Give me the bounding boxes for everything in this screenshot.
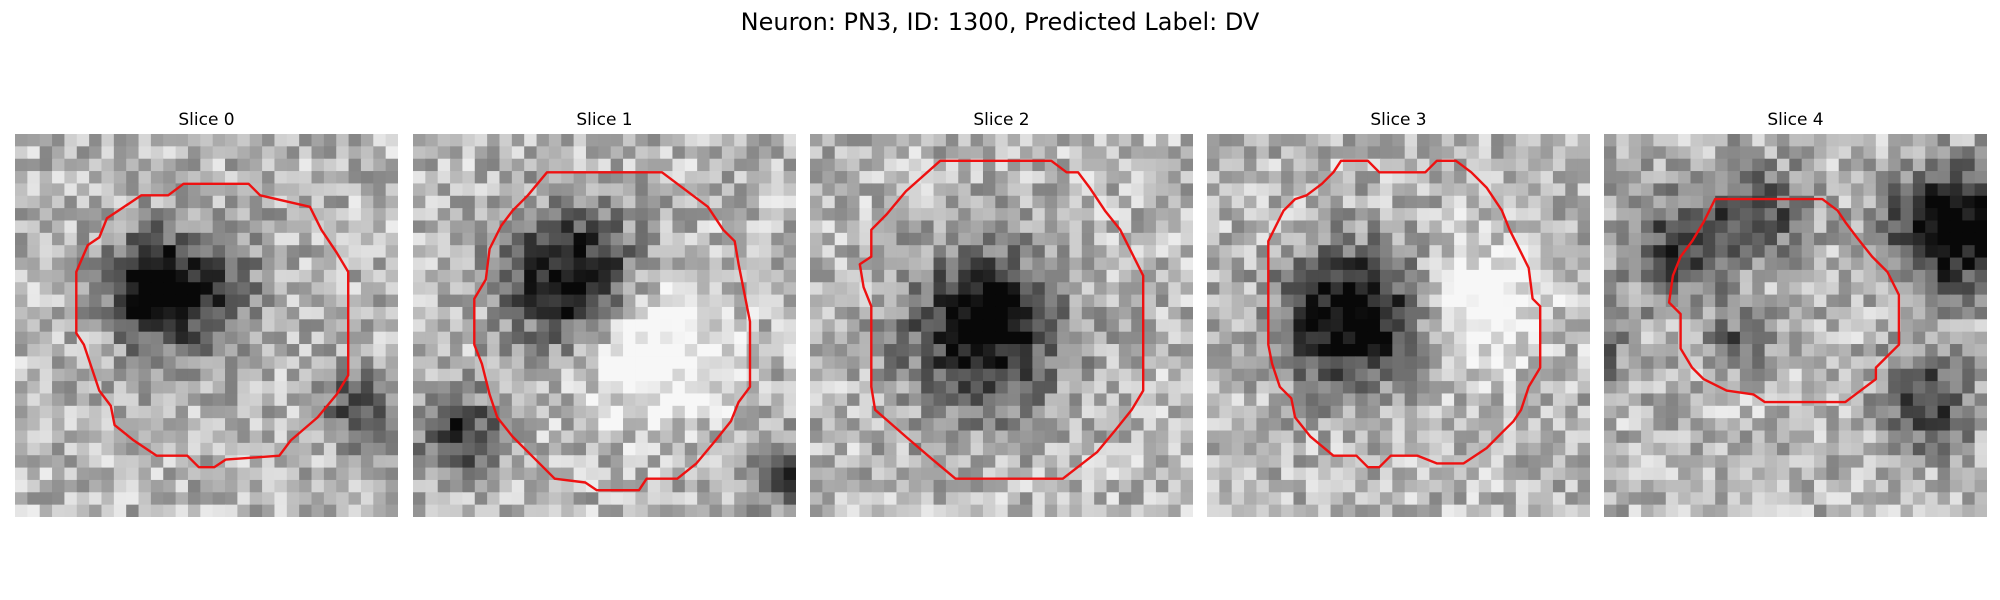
roi-outline (1667, 197, 1901, 404)
pixel-grid (15, 134, 398, 517)
slice-title: Slice 1 (576, 110, 633, 130)
pixel-grid (1207, 134, 1590, 517)
slice-panel: Slice 3 (1207, 108, 1590, 517)
roi-outline (75, 182, 350, 469)
figure-title: Neuron: PN3, ID: 1300, Predicted Label: … (740, 8, 1260, 36)
slice-title: Slice 4 (1767, 110, 1824, 130)
pixel-grid (413, 134, 796, 517)
slice-panel: Slice 1 (413, 108, 796, 517)
slice-panel: Slice 4 (1604, 108, 1987, 517)
slice-image (413, 134, 796, 517)
slice-image (1207, 134, 1590, 517)
slice-image (810, 134, 1193, 517)
pixel-grid (1604, 134, 1987, 517)
roi-outline (1267, 159, 1542, 469)
slice-image (1604, 134, 1987, 517)
roi-outline (858, 159, 1145, 480)
slice-panel: Slice 2 (810, 108, 1193, 517)
slice-title: Slice 2 (973, 110, 1030, 130)
slice-title: Slice 3 (1370, 110, 1427, 130)
pixel-grid (810, 134, 1193, 517)
slice-title: Slice 0 (178, 110, 235, 130)
slice-panel: Slice 0 (15, 108, 398, 517)
slice-image (15, 134, 398, 517)
roi-outline (473, 171, 752, 492)
